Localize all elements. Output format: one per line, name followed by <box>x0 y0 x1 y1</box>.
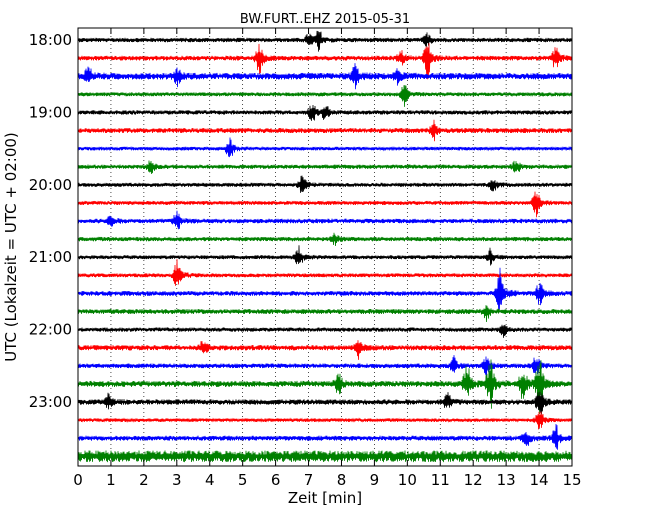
trace-line <box>77 450 573 463</box>
y-tick-label: 23:00 <box>29 393 72 411</box>
x-tick-label: 15 <box>562 471 581 489</box>
x-tick-label: 6 <box>271 471 281 489</box>
trace-line <box>77 423 573 450</box>
trace-line <box>77 259 573 286</box>
x-tick-label: 14 <box>530 471 549 489</box>
trace-line <box>77 175 573 193</box>
trace-line <box>77 232 573 247</box>
trace-line <box>77 210 573 230</box>
trace-line <box>77 137 573 158</box>
x-tick-label: 13 <box>497 471 516 489</box>
trace-line <box>77 340 573 360</box>
trace-line <box>77 267 573 310</box>
trace-line <box>77 119 573 142</box>
trace-line <box>77 85 573 107</box>
trace-line <box>77 305 573 323</box>
x-tick-label: 7 <box>304 471 314 489</box>
x-axis-label: Zeit [min] <box>288 489 362 507</box>
plot-frame <box>77 27 573 467</box>
trace-line <box>77 63 573 90</box>
trace-line <box>77 160 573 175</box>
trace-line <box>77 411 573 430</box>
x-tick-label: 8 <box>337 471 347 489</box>
trace-line <box>77 245 573 266</box>
x-tick-label: 10 <box>398 471 417 489</box>
trace-line <box>77 191 573 218</box>
y-axis-label: UTC (Lokalzeit = UTC + 02:00) <box>2 132 20 362</box>
y-axis-ticks: 18:00 19:00 20:00 21:00 22:00 23:00 <box>29 31 572 411</box>
x-tick-label: 5 <box>238 471 248 489</box>
x-tick-label: 12 <box>464 471 483 489</box>
chart-title: BW.FURT..EHZ 2015-05-31 <box>240 12 410 27</box>
trace-line <box>77 324 573 338</box>
trace-line <box>77 359 573 415</box>
y-tick-label: 18:00 <box>29 31 72 49</box>
x-tick-label: 3 <box>172 471 182 489</box>
y-tick-label: 22:00 <box>29 321 72 339</box>
y-tick-label: 21:00 <box>29 248 72 266</box>
trace-line <box>77 391 573 415</box>
x-tick-label: 4 <box>205 471 215 489</box>
trace-group <box>77 30 573 463</box>
x-tick-label: 9 <box>370 471 380 489</box>
y-tick-label: 20:00 <box>29 176 72 194</box>
x-tick-label: 2 <box>139 471 149 489</box>
x-axis-ticks: 0 1 2 3 4 5 6 7 8 9 10 11 12 13 14 15 <box>73 28 582 489</box>
trace-line <box>77 43 573 80</box>
trace-line <box>77 30 573 52</box>
x-tick-label: 1 <box>106 471 116 489</box>
y-tick-label: 19:00 <box>29 103 72 121</box>
trace-line <box>77 104 573 121</box>
x-tick-label: 11 <box>431 471 450 489</box>
trace-line <box>77 355 573 379</box>
x-tick-label: 0 <box>73 471 83 489</box>
